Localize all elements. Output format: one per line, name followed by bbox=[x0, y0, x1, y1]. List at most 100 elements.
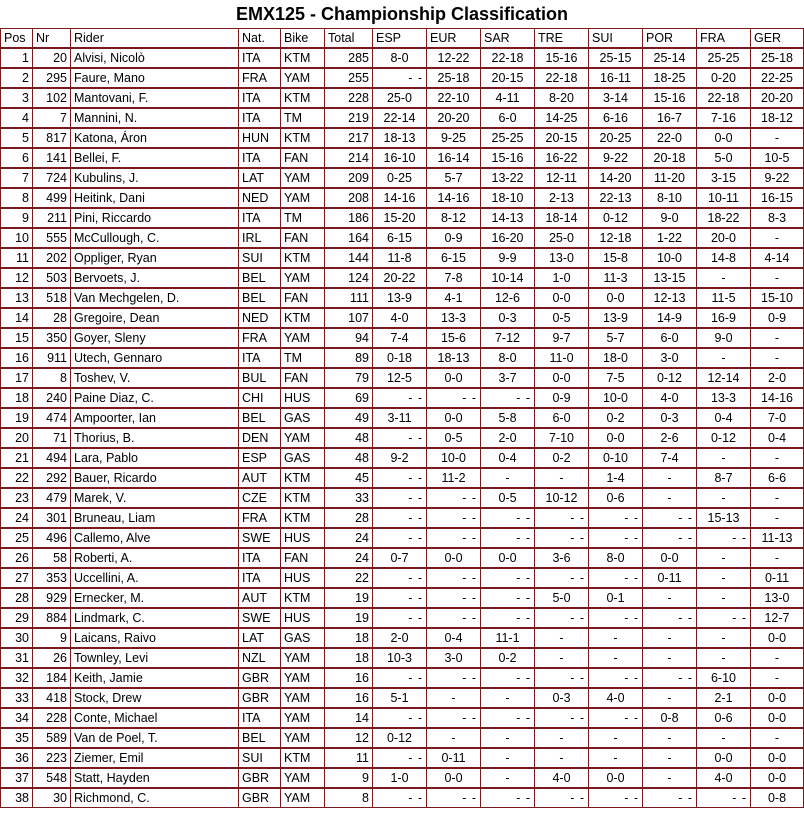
cell-por: - bbox=[642, 628, 696, 648]
table-row[interactable]: 3 102 Mantovani, F. ITA KTM 228 25-0 22-10 4-11 8… bbox=[0, 88, 804, 108]
column-header-bike[interactable]: Bike bbox=[280, 28, 324, 48]
column-header-por[interactable]: POR bbox=[642, 28, 696, 48]
table-row[interactable]: 22 292 Bauer, Ricardo AUT KTM 45- -11-2- -1-4-… bbox=[0, 468, 804, 488]
cell-pos: 13 bbox=[0, 288, 32, 308]
table-row[interactable]: 24 301 Bruneau, Liam FRA KTM 28- -- -- -- -- … bbox=[0, 508, 804, 528]
cell-bike: TM bbox=[280, 208, 324, 228]
cell-nr: 518 bbox=[32, 288, 70, 308]
table-row[interactable]: 20 71 Thorius, B. DEN YAM 48- -0-5 2-0 7-10 0-0 2… bbox=[0, 428, 804, 448]
column-header-total[interactable]: Total bbox=[324, 28, 372, 48]
cell-pos: 19 bbox=[0, 408, 32, 428]
column-header-nr[interactable]: Nr bbox=[32, 28, 70, 48]
column-header-nat[interactable]: Nat. bbox=[238, 28, 280, 48]
table-row[interactable]: 33 418 Stock, Drew GBR YAM 16 5-1- -0-3 4-0-2-1 0… bbox=[0, 688, 804, 708]
cell-por: 0-11 bbox=[642, 568, 696, 588]
table-row[interactable]: 21 494 Lara, Pablo ESP GAS 48 9-2 10-0 0-4 0-2 0-1… bbox=[0, 448, 804, 468]
table-row[interactable]: 9 211 Pini, Riccardo ITA TM 186 15-20 8-12 14-13… bbox=[0, 208, 804, 228]
table-row[interactable]: 36 223 Ziemer, Emil SUI KTM 11- -0-11- - - -0-0 0… bbox=[0, 748, 804, 768]
cell-bike: FAN bbox=[280, 148, 324, 168]
column-header-rider[interactable]: Rider bbox=[70, 28, 238, 48]
cell-total: 19 bbox=[324, 608, 372, 628]
cell-esp: 9-2 bbox=[372, 448, 426, 468]
cell-nat: HUN bbox=[238, 128, 280, 148]
table-row[interactable]: 17 8 Toshev, V. BUL FAN 79 12-5 0-0 3-7 0-0 7-5 0-1… bbox=[0, 368, 804, 388]
table-row[interactable]: 26 58 Roberti, A. ITA FAN 24 0-7 0-0 0-0 3-6 8-0 0-… bbox=[0, 548, 804, 568]
table-row[interactable]: 8 499 Heitink, Dani NED YAM 208 14-16 14-16 18-1… bbox=[0, 188, 804, 208]
table-row[interactable]: 14 28 Gregoire, Dean NED KTM 107 4-0 13-3 0-3 0-5… bbox=[0, 308, 804, 328]
cell-sar: 3-7 bbox=[480, 368, 534, 388]
table-row[interactable]: 37 548 Statt, Hayden GBR YAM 9 1-0 0-0-4-0 0-0-4… bbox=[0, 768, 804, 788]
cell-fra: 0-4 bbox=[696, 408, 750, 428]
table-row[interactable]: 15 350 Goyer, Sleny FRA YAM 94 7-4 15-6 7-12 9-7 5… bbox=[0, 328, 804, 348]
cell-nat: BEL bbox=[238, 288, 280, 308]
header-row: Pos Nr Rider Nat. Bike Total ESP EUR SAR… bbox=[0, 28, 804, 48]
cell-tre: 11-0 bbox=[534, 348, 588, 368]
cell-pos: 8 bbox=[0, 188, 32, 208]
cell-ger: 0-11 bbox=[750, 568, 804, 588]
cell-esp: 20-22 bbox=[372, 268, 426, 288]
column-header-pos[interactable]: Pos bbox=[0, 28, 32, 48]
cell-ger: 0-0 bbox=[750, 748, 804, 768]
cell-eur: 12-22 bbox=[426, 48, 480, 68]
table-row[interactable]: 29 884 Lindmark, C. SWE HUS 19- -- -- -- -- -… bbox=[0, 608, 804, 628]
table-row[interactable]: 30 9 Laicans, Raivo LAT GAS 18 2-0 0-4 11-1- - - -0… bbox=[0, 628, 804, 648]
table-row[interactable]: 13 518 Van Mechgelen, D. BEL FAN 111 13-9 4-1 12… bbox=[0, 288, 804, 308]
table-row[interactable]: 34 228 Conte, Michael ITA YAM 14- -- -- -- --… bbox=[0, 708, 804, 728]
table-row[interactable]: 7 724 Kubulins, J. LAT YAM 209 0-25 5-7 13-22 12-… bbox=[0, 168, 804, 188]
cell-sar: - - bbox=[480, 788, 534, 808]
table-row[interactable]: 27 353 Uccellini, A. ITA HUS 22- -- -- -- -- … bbox=[0, 568, 804, 588]
table-row[interactable]: 10 555 McCullough, C. IRL FAN 164 6-15 0-9 16-20… bbox=[0, 228, 804, 248]
column-header-ger[interactable]: GER bbox=[750, 28, 804, 48]
cell-pos: 38 bbox=[0, 788, 32, 808]
table-row[interactable]: 16 911 Utech, Gennaro ITA TM 89 0-18 18-13 8-0 11… bbox=[0, 348, 804, 368]
column-header-sar[interactable]: SAR bbox=[480, 28, 534, 48]
cell-sui: - - bbox=[588, 788, 642, 808]
cell-rider: Kubulins, J. bbox=[70, 168, 238, 188]
cell-bike: KTM bbox=[280, 128, 324, 148]
cell-nr: 141 bbox=[32, 148, 70, 168]
table-row[interactable]: 25 496 Callemo, Alve SWE HUS 24- -- -- -- -- … bbox=[0, 528, 804, 548]
table-row[interactable]: 11 202 Oppliger, Ryan SUI KTM 144 11-8 6-15 9-9 1… bbox=[0, 248, 804, 268]
cell-nat: CZE bbox=[238, 488, 280, 508]
cell-sar: 0-4 bbox=[480, 448, 534, 468]
cell-bike: YAM bbox=[280, 428, 324, 448]
column-header-eur[interactable]: EUR bbox=[426, 28, 480, 48]
cell-ger: - bbox=[750, 448, 804, 468]
cell-eur: - - bbox=[426, 788, 480, 808]
cell-total: 164 bbox=[324, 228, 372, 248]
table-row[interactable]: 18 240 Paine Diaz, C. CHI HUS 69- -- -- -0-9 1… bbox=[0, 388, 804, 408]
table-row[interactable]: 12 503 Bervoets, J. BEL YAM 124 20-22 7-8 10-14 1… bbox=[0, 268, 804, 288]
column-header-tre[interactable]: TRE bbox=[534, 28, 588, 48]
cell-sar: 0-3 bbox=[480, 308, 534, 328]
table-row[interactable]: 23 479 Marek, V. CZE KTM 33- -- -0-5 10-12 0-6-… bbox=[0, 488, 804, 508]
column-header-esp[interactable]: ESP bbox=[372, 28, 426, 48]
column-header-fra[interactable]: FRA bbox=[696, 28, 750, 48]
table-row[interactable]: 31 26 Townley, Levi NZL YAM 18 10-3 3-0 0-2- - - - - bbox=[0, 648, 804, 668]
cell-fra: - bbox=[696, 268, 750, 288]
table-row[interactable]: 35 589 Van de Poel, T. BEL YAM 12 0-12- - - - - - - bbox=[0, 728, 804, 748]
table-row[interactable]: 4 7 Mannini, N. ITA TM 219 22-14 20-20 6-0 14-25 6… bbox=[0, 108, 804, 128]
table-row[interactable]: 1 20 Alvisi, Nicolò ITA KTM 285 8-0 12-22 22-18 1… bbox=[0, 48, 804, 68]
table-row[interactable]: 28 929 Ernecker, M. AUT KTM 19- -- -- -5-0 0-1… bbox=[0, 588, 804, 608]
cell-nr: 589 bbox=[32, 728, 70, 748]
table-row[interactable]: 19 474 Ampoorter, Ian BEL GAS 49 3-11 0-0 5-8 6-0… bbox=[0, 408, 804, 428]
cell-sar: 10-14 bbox=[480, 268, 534, 288]
table-row[interactable]: 38 30 Richmond, C. GBR YAM 8- -- -- -- -- -- … bbox=[0, 788, 804, 808]
cell-ger: 16-15 bbox=[750, 188, 804, 208]
cell-sui: - bbox=[588, 648, 642, 668]
cell-por: - - bbox=[642, 788, 696, 808]
table-row[interactable]: 6 141 Bellei, F. ITA FAN 214 16-10 16-14 15-16 16… bbox=[0, 148, 804, 168]
cell-eur: 8-12 bbox=[426, 208, 480, 228]
cell-sar: 0-0 bbox=[480, 548, 534, 568]
table-row[interactable]: 32 184 Keith, Jamie GBR YAM 16- -- -- -- -- -… bbox=[0, 668, 804, 688]
cell-sui: 0-12 bbox=[588, 208, 642, 228]
cell-nat: SWE bbox=[238, 528, 280, 548]
table-row[interactable]: 5 817 Katona, Áron HUN KTM 217 18-13 9-25 25-25 2… bbox=[0, 128, 804, 148]
cell-pos: 26 bbox=[0, 548, 32, 568]
column-header-sui[interactable]: SUI bbox=[588, 28, 642, 48]
cell-esp: - - bbox=[372, 388, 426, 408]
cell-rider: Ernecker, M. bbox=[70, 588, 238, 608]
table-row[interactable]: 2 295 Faure, Mano FRA YAM 255- -25-18 20-15 22-… bbox=[0, 68, 804, 88]
cell-total: 48 bbox=[324, 448, 372, 468]
cell-fra: - - bbox=[696, 788, 750, 808]
